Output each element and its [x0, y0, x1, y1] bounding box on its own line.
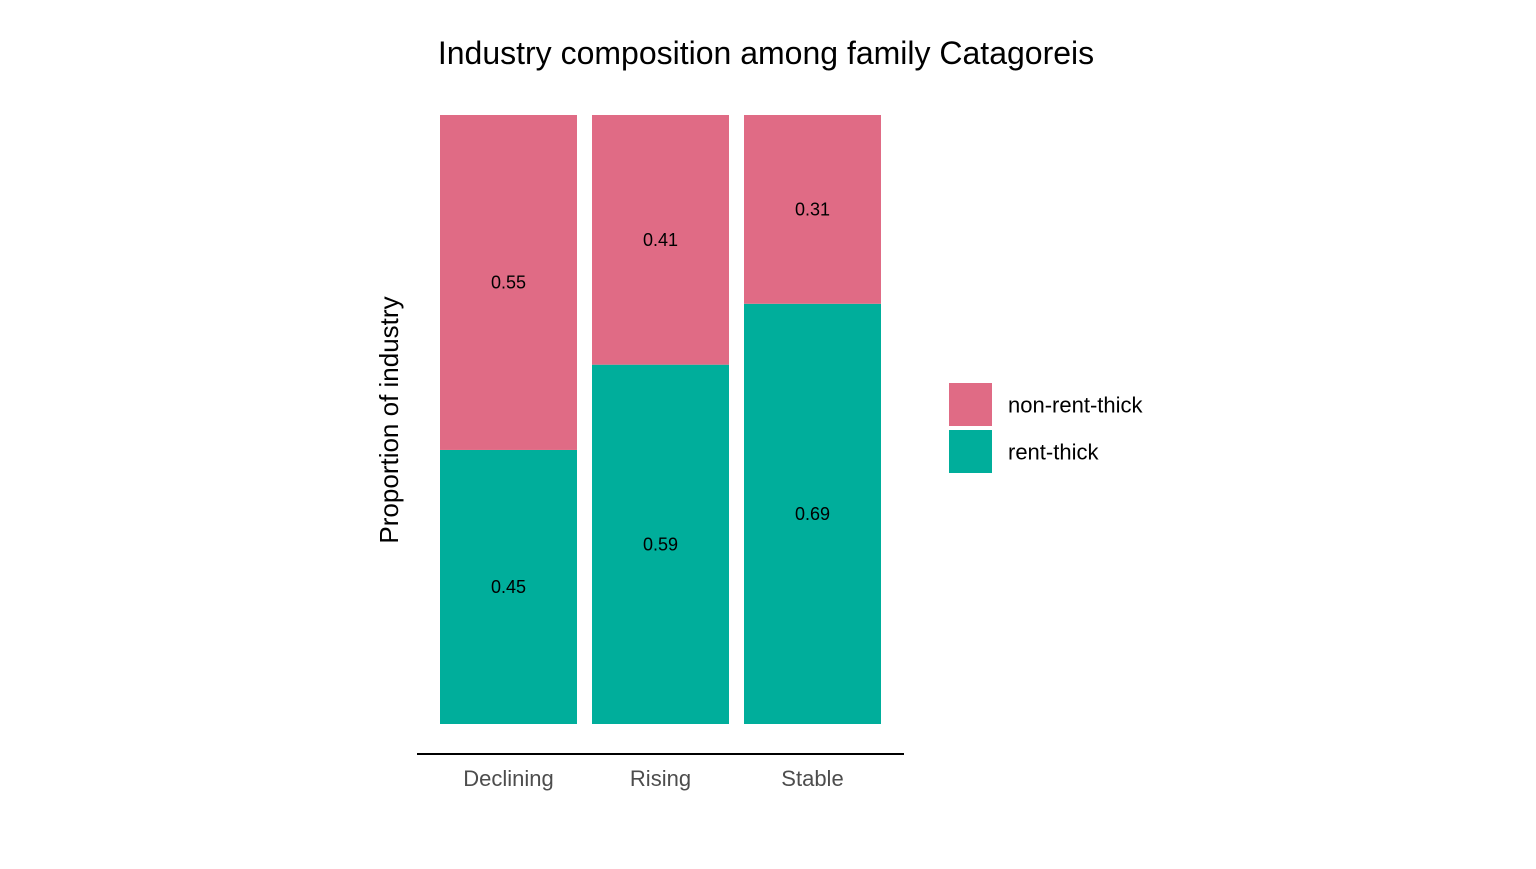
bar-rent-thick-declining: [440, 449, 577, 724]
data-label-non-rent-thick-stable: 0.31: [795, 199, 830, 219]
data-labels: 0.45 0.55 0.59 0.41 0.69 0.31: [491, 199, 830, 597]
legend-label-non-rent-thick: non-rent-thick: [1008, 393, 1144, 418]
bar-non-rent-thick-stable: [744, 115, 881, 304]
data-label-rent-thick-rising: 0.59: [643, 534, 678, 554]
bar-rent-thick-stable: [744, 303, 881, 724]
y-axis-title: Proportion of industry: [374, 296, 404, 543]
bars-layer: [440, 115, 881, 724]
x-tick-label-rising: Rising: [630, 766, 691, 791]
legend: non-rent-thick rent-thick: [949, 383, 1144, 473]
legend-key-rent-thick: [949, 430, 992, 473]
data-label-non-rent-thick-declining: 0.55: [491, 272, 526, 292]
data-label-non-rent-thick-rising: 0.41: [643, 230, 678, 250]
bar-rent-thick-rising: [592, 364, 729, 724]
data-label-rent-thick-declining: 0.45: [491, 577, 526, 597]
legend-key-non-rent-thick: [949, 383, 992, 426]
x-tick-labels: Declining Rising Stable: [463, 766, 843, 791]
legend-label-rent-thick: rent-thick: [1008, 440, 1099, 465]
x-tick-label-declining: Declining: [463, 766, 554, 791]
data-label-rent-thick-stable: 0.69: [795, 504, 830, 524]
bar-non-rent-thick-declining: [440, 115, 577, 450]
x-tick-label-stable: Stable: [781, 766, 843, 791]
bar-non-rent-thick-rising: [592, 115, 729, 365]
chart-title: Industry composition among family Catago…: [438, 35, 1094, 71]
